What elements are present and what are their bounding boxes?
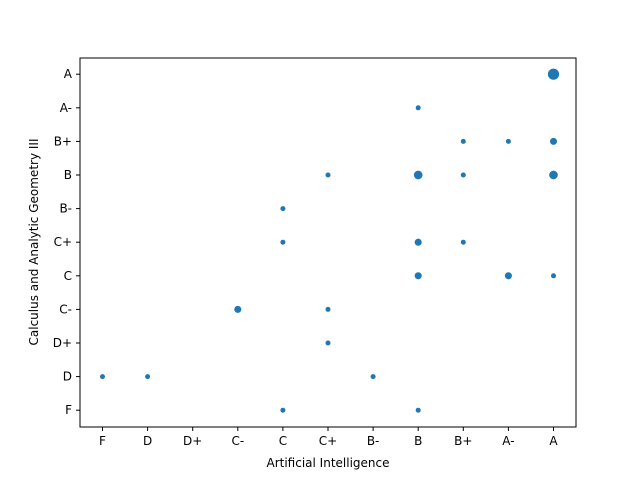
- scatter-point: [280, 407, 286, 413]
- scatter-point: [414, 272, 422, 280]
- scatter-point: [547, 68, 560, 80]
- x-tick-label: C: [279, 434, 287, 448]
- y-tick-label: B+: [54, 134, 72, 148]
- scatter-point: [549, 170, 558, 180]
- x-tick-label: D+: [183, 434, 202, 448]
- y-tick-label: D+: [53, 336, 72, 350]
- x-tick-label: B: [414, 434, 422, 448]
- scatter-point: [505, 138, 511, 144]
- scatter-point: [100, 374, 105, 380]
- scatter-point: [280, 206, 286, 212]
- y-axis-label: Calculus and Analytic Geometry III: [27, 139, 41, 346]
- x-tick-label: B-: [367, 434, 380, 448]
- scatter-point: [325, 340, 331, 346]
- scatter-point: [145, 374, 151, 380]
- y-tick-label: C: [64, 269, 72, 283]
- scatter-point: [280, 239, 286, 245]
- points-layer: [100, 68, 560, 413]
- y-tick-label: B-: [59, 202, 72, 216]
- scatter-point: [504, 272, 512, 280]
- scatter-point: [234, 305, 242, 313]
- scatter-point: [415, 105, 421, 111]
- scatter-point: [460, 138, 466, 144]
- y-tick-label: B: [64, 168, 72, 182]
- scatter-point: [325, 172, 331, 178]
- x-tick-label: F: [99, 434, 106, 448]
- x-tick-label: A-: [502, 434, 514, 448]
- scatter-point: [370, 374, 376, 380]
- scatter-point: [460, 172, 466, 178]
- scatter-point: [413, 170, 423, 180]
- x-tick-label: D: [143, 434, 152, 448]
- scatter-point: [415, 407, 421, 413]
- y-tick-label: C+: [54, 235, 72, 249]
- x-tick-label: B+: [454, 434, 472, 448]
- y-tick-label: A: [64, 67, 73, 81]
- y-tick-label: F: [65, 403, 72, 417]
- plot-area: [79, 57, 577, 428]
- y-tick-label: D: [63, 370, 72, 384]
- scatter-point: [414, 238, 422, 246]
- x-tick-label: C-: [231, 434, 244, 448]
- x-tick-label: A: [549, 434, 558, 448]
- x-tick-label: C+: [319, 434, 337, 448]
- scatter-point: [460, 239, 466, 245]
- scatter-point: [325, 306, 331, 312]
- y-tick-label: C-: [59, 302, 72, 316]
- scatter-point: [551, 273, 556, 279]
- x-axis-label: Artificial Intelligence: [267, 456, 390, 470]
- x-ticks: F D D+ C- C C+ B- B B+ A- A: [99, 427, 558, 448]
- scatter-point: [549, 137, 558, 145]
- y-tick-label: A-: [60, 101, 72, 115]
- y-ticks: F D D+ C- C C+ B- B B+ A- A: [53, 67, 80, 417]
